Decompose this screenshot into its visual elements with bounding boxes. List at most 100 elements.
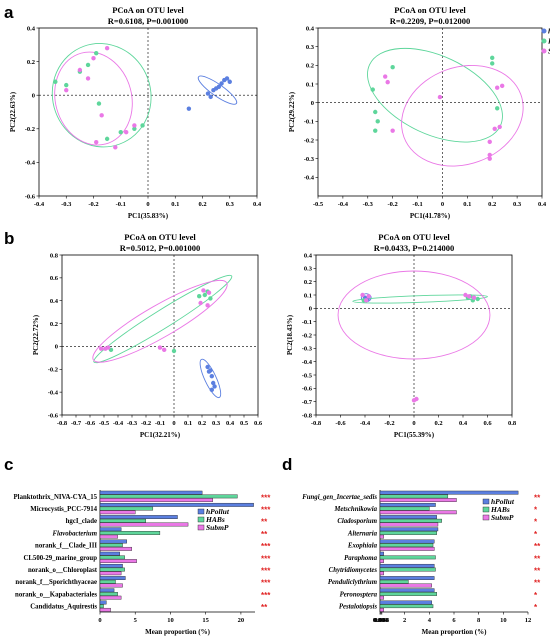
significance-label: *** (261, 579, 271, 588)
sample-point-submp (366, 294, 371, 299)
bar-habs (379, 604, 434, 609)
y-tick-label: -0.2 (48, 367, 58, 374)
significance-label: ** (261, 518, 268, 527)
bar-submp (99, 595, 122, 600)
significance-label: *** (261, 554, 271, 563)
category-label: Planktothrix_NIVA-CYA_15 (14, 494, 98, 501)
sample-point-habs (390, 65, 395, 70)
y-tick-label: -0.1 (304, 119, 314, 126)
x-tick-label: 6 (452, 617, 456, 624)
panel-label-d: d (282, 455, 292, 474)
sample-point-submp (106, 345, 111, 350)
bar-submp (379, 498, 457, 502)
x-tick-label: 0.4 (253, 201, 262, 208)
x-tick-label: -0.7 (71, 420, 82, 427)
x-tick-label: 10 (500, 617, 507, 624)
significance-label: * (534, 518, 538, 527)
significance-label: ** (534, 567, 541, 576)
sample-point-submp (487, 139, 492, 145)
x-tick-label: -0.1 (116, 201, 126, 208)
sample-point-habs (104, 136, 110, 142)
sample-point-hpollut (219, 81, 224, 86)
bar-submp (379, 546, 435, 551)
category-label: Flavobacterium (52, 530, 97, 537)
x-tick-label: 2 (403, 617, 406, 624)
y-tick-label: 0 (55, 344, 58, 351)
sample-point-submp (99, 346, 104, 351)
category-label: Peronosptera (340, 591, 378, 598)
chart-subtitle: R=0.2209, P=0.012000 (390, 16, 471, 26)
y-tick-label: 0.8 (50, 252, 59, 259)
confidence-ellipse-habs (352, 294, 488, 304)
chart-title: PCoA on OTU level (394, 5, 466, 15)
x-tick-label: 10 (167, 617, 174, 624)
significance-label: ** (261, 603, 268, 612)
x-tick-label: -0.2 (388, 201, 398, 208)
sample-point-submp (94, 140, 99, 145)
bar-habs (379, 592, 437, 596)
x-tick-label: -0.3 (61, 201, 72, 208)
bar-hpollut (99, 502, 254, 507)
bar-habs (379, 567, 436, 572)
sample-point-hpollut (205, 364, 210, 370)
category-label: CL500-29_marine_group (23, 555, 97, 562)
panel-label-c: c (4, 455, 13, 474)
sample-point-habs (140, 123, 145, 128)
bar-submp (379, 571, 384, 576)
x-tick-label: 0.004 (374, 617, 389, 624)
bar-habs (99, 494, 238, 499)
y-tick-label: 0 (311, 100, 314, 107)
sample-point-submp (85, 76, 91, 81)
x-tick-label: 0.8 (508, 420, 517, 427)
y-tick-label: 0.4 (304, 252, 313, 259)
confidence-ellipse-submp (92, 279, 228, 363)
bar-habs (379, 543, 434, 548)
sample-point-habs (373, 109, 378, 115)
bar-habs (379, 531, 437, 535)
sample-point-habs (208, 296, 213, 301)
x-axis-label: PC1(55.39%) (394, 431, 435, 439)
sample-point-submp (99, 113, 104, 118)
legend-marker-habs (541, 38, 547, 44)
bar-habs (99, 555, 125, 560)
bar-hpollut (99, 515, 178, 519)
significance-label: ** (534, 493, 541, 502)
bar-hpollut (379, 502, 436, 507)
y-tick-label: -0.6 (302, 386, 313, 393)
y-axis-label: PC2(18.43%) (286, 314, 294, 355)
y-tick-label: -0.4 (304, 175, 315, 182)
bar-submp (379, 595, 384, 600)
sample-point-hpollut (209, 373, 214, 379)
legend-swatch-hpollut (482, 498, 490, 505)
sample-point-submp (132, 123, 137, 128)
x-tick-label: 0.4 (459, 420, 468, 427)
x-axis-label: PC1(32.21%) (140, 431, 181, 439)
sample-point-submp (390, 128, 395, 133)
sample-point-hpollut (206, 369, 212, 374)
legend-swatch-submp (197, 524, 205, 531)
bar-hpollut (99, 563, 123, 568)
x-tick-label: 0.2 (198, 201, 206, 208)
bar-panel-c: Planktothrix_NIVA-CYA_15 *** Microcystis_P… (14, 490, 271, 636)
legend-swatch-habs (197, 516, 205, 523)
sample-point-habs (375, 119, 380, 124)
legend-label: hPollut (491, 497, 515, 506)
sample-point-habs (96, 101, 102, 106)
x-tick-label: -0.4 (360, 420, 371, 427)
confidence-ellipse-habs (367, 47, 503, 143)
y-axis-label: PC2(22.72%) (32, 314, 40, 355)
sample-point-submp (157, 345, 163, 350)
significance-label: ** (261, 530, 268, 539)
y-axis-label: PC2(22.63%) (9, 91, 17, 132)
bar-hpollut (99, 576, 126, 580)
sample-point-habs (490, 61, 495, 66)
bar-hpollut (99, 527, 122, 532)
bar-hpollut (99, 539, 127, 544)
sample-point-submp (499, 83, 505, 89)
legend-label: hPollut (548, 27, 550, 36)
bar-hpollut (99, 588, 115, 593)
legend-marker-submp (541, 48, 547, 54)
bar-hpollut (99, 551, 120, 556)
